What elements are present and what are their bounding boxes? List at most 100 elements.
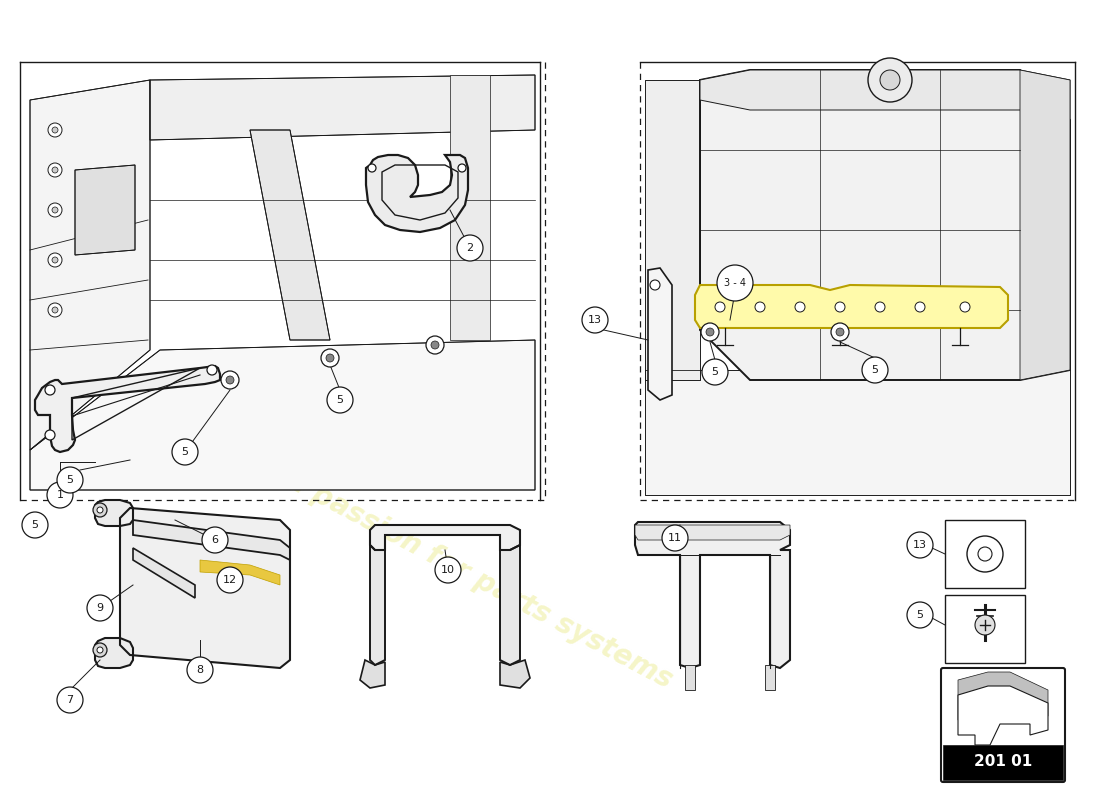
Circle shape (650, 280, 660, 290)
Circle shape (22, 512, 48, 538)
Circle shape (48, 303, 62, 317)
Circle shape (908, 532, 933, 558)
Text: 8: 8 (197, 665, 204, 675)
Polygon shape (30, 80, 150, 450)
Polygon shape (370, 525, 520, 550)
Text: 7: 7 (66, 695, 74, 705)
Polygon shape (500, 545, 520, 665)
Polygon shape (366, 155, 468, 232)
Polygon shape (958, 686, 1048, 745)
Circle shape (458, 164, 466, 172)
Polygon shape (645, 370, 1070, 495)
Polygon shape (200, 560, 280, 585)
Text: 5: 5 (182, 447, 188, 457)
Circle shape (94, 643, 107, 657)
Bar (943, 745, 1063, 780)
Circle shape (48, 203, 62, 217)
Polygon shape (75, 165, 135, 255)
Polygon shape (95, 500, 133, 526)
Text: 5: 5 (66, 475, 74, 485)
Text: 5: 5 (916, 610, 924, 620)
Circle shape (908, 602, 933, 628)
Circle shape (701, 323, 719, 341)
Text: a passion for parts systems: a passion for parts systems (283, 466, 678, 694)
Polygon shape (764, 665, 776, 690)
Circle shape (207, 365, 217, 375)
Text: 12: 12 (223, 575, 238, 585)
Circle shape (702, 359, 728, 385)
Polygon shape (150, 75, 535, 140)
Circle shape (45, 430, 55, 440)
Circle shape (431, 341, 439, 349)
Circle shape (368, 164, 376, 172)
Polygon shape (685, 665, 695, 690)
Text: 6: 6 (211, 535, 219, 545)
Text: 13: 13 (913, 540, 927, 550)
Polygon shape (695, 285, 1008, 328)
Circle shape (960, 302, 970, 312)
Circle shape (202, 527, 228, 553)
Polygon shape (35, 366, 220, 452)
Polygon shape (958, 672, 1048, 730)
Text: 13: 13 (588, 315, 602, 325)
Text: 5: 5 (712, 367, 718, 377)
Circle shape (48, 163, 62, 177)
Circle shape (835, 302, 845, 312)
FancyBboxPatch shape (940, 668, 1065, 782)
Circle shape (880, 70, 900, 90)
Bar (945, 520, 1025, 588)
Polygon shape (30, 340, 535, 490)
Circle shape (221, 371, 239, 389)
Circle shape (874, 302, 886, 312)
Circle shape (52, 257, 58, 263)
Text: 9: 9 (97, 603, 103, 613)
Circle shape (795, 302, 805, 312)
Circle shape (97, 507, 103, 513)
Polygon shape (450, 75, 490, 340)
Circle shape (52, 127, 58, 133)
Circle shape (187, 657, 213, 683)
Circle shape (226, 376, 234, 384)
Circle shape (975, 615, 996, 635)
Text: 1: 1 (56, 490, 64, 500)
Polygon shape (635, 525, 790, 540)
Text: 2: 2 (466, 243, 474, 253)
Circle shape (57, 467, 82, 493)
Text: 3 - 4: 3 - 4 (724, 278, 746, 288)
Circle shape (94, 503, 107, 517)
Circle shape (47, 482, 73, 508)
Circle shape (52, 167, 58, 173)
Circle shape (48, 253, 62, 267)
Circle shape (915, 302, 925, 312)
Circle shape (717, 265, 754, 301)
Circle shape (57, 687, 82, 713)
Text: 5: 5 (32, 520, 39, 530)
Circle shape (868, 58, 912, 102)
Polygon shape (645, 80, 700, 380)
Circle shape (978, 547, 992, 561)
Circle shape (662, 525, 688, 551)
Circle shape (321, 349, 339, 367)
Circle shape (172, 439, 198, 465)
Bar (945, 595, 1025, 663)
Text: 5: 5 (337, 395, 343, 405)
Polygon shape (500, 660, 530, 688)
Polygon shape (700, 70, 1070, 380)
Polygon shape (700, 70, 1070, 120)
Circle shape (48, 123, 62, 137)
Polygon shape (120, 508, 290, 668)
Polygon shape (648, 268, 672, 400)
Circle shape (967, 536, 1003, 572)
Text: 11: 11 (668, 533, 682, 543)
Circle shape (434, 557, 461, 583)
Circle shape (52, 207, 58, 213)
Circle shape (217, 567, 243, 593)
Circle shape (755, 302, 764, 312)
Circle shape (706, 328, 714, 336)
Circle shape (836, 328, 844, 336)
Polygon shape (370, 545, 385, 665)
Polygon shape (250, 130, 330, 340)
Text: 10: 10 (441, 565, 455, 575)
Circle shape (715, 302, 725, 312)
Circle shape (87, 595, 113, 621)
